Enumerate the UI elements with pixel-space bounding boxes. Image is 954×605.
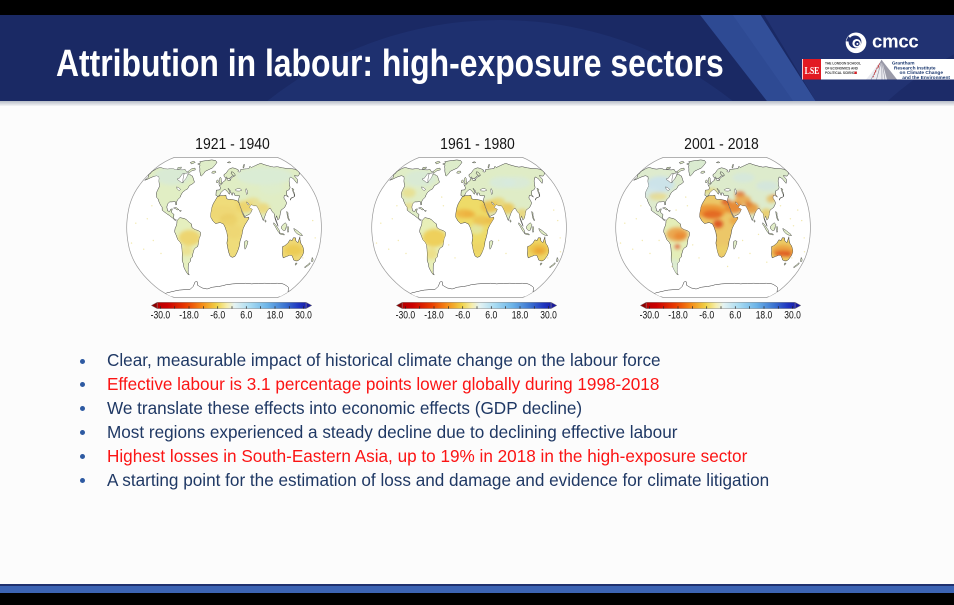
svg-text:18.0: 18.0 (267, 309, 284, 321)
svg-text:-18.0: -18.0 (668, 309, 688, 321)
svg-text:-6.0: -6.0 (699, 309, 714, 321)
svg-text:cmcc: cmcc (872, 30, 919, 51)
svg-text:POLITICAL SCIENCE: POLITICAL SCIENCE (825, 71, 858, 75)
svg-text:on Climate Change: on Climate Change (900, 70, 944, 76)
svg-text:-6.0: -6.0 (210, 309, 225, 321)
svg-text:Grantham: Grantham (892, 61, 915, 67)
svg-text:30.0: 30.0 (295, 309, 312, 321)
svg-text:-6.0: -6.0 (455, 309, 470, 321)
svg-text:THE LONDON SCHOOL: THE LONDON SCHOOL (825, 62, 861, 66)
svg-text:18.0: 18.0 (511, 309, 528, 321)
svg-text:-30.0: -30.0 (151, 309, 171, 321)
svg-text:-30.0: -30.0 (640, 309, 660, 321)
svg-text:6.0: 6.0 (729, 309, 741, 321)
svg-text:LSE: LSE (805, 65, 820, 77)
svg-text:-30.0: -30.0 (395, 309, 415, 321)
svg-text:OF ECONOMICS AND: OF ECONOMICS AND (825, 66, 859, 70)
svg-text:and the Environment: and the Environment (902, 75, 950, 81)
svg-text:30.0: 30.0 (540, 309, 557, 321)
svg-text:6.0: 6.0 (485, 309, 497, 321)
svg-text:-18.0: -18.0 (179, 309, 199, 321)
svg-text:30.0: 30.0 (784, 309, 801, 321)
svg-text:18.0: 18.0 (756, 309, 773, 321)
svg-text:-18.0: -18.0 (424, 309, 444, 321)
svg-text:Research Institute: Research Institute (894, 65, 936, 71)
svg-text:6.0: 6.0 (240, 309, 252, 321)
